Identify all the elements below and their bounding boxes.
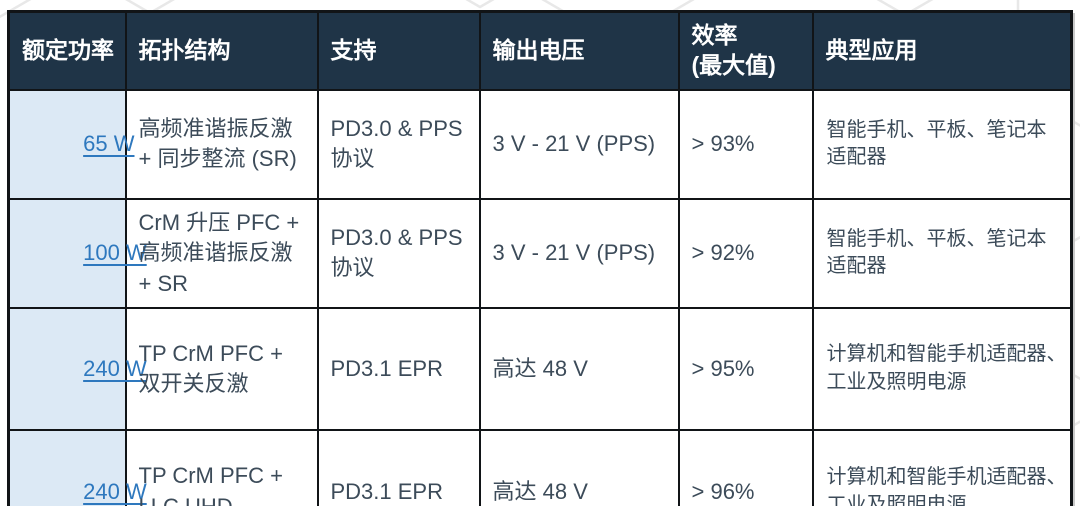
- cell-support: PD3.1 EPR: [316, 428, 481, 506]
- header-efficiency: 效率 (最大值): [677, 10, 814, 91]
- cell-topology: 高频准谐振反激 + 同步整流 (SR): [124, 88, 319, 200]
- header-support: 支持: [316, 10, 481, 91]
- rated-power-link[interactable]: 240 W: [83, 355, 147, 381]
- cell-topology: TP CrM PFC + 双开关反激: [124, 306, 319, 431]
- rated-power-link[interactable]: 240 W: [83, 478, 147, 504]
- power-solutions-table: 额定功率 拓扑结构 支持 输出电压 效率 (最大值) 典型应用 65 W 高频准…: [7, 10, 1073, 506]
- cell-applications: 智能手机、平板、笔记本 适配器: [811, 88, 1073, 200]
- rated-power-link[interactable]: 100 W: [83, 240, 147, 266]
- header-applications: 典型应用: [811, 10, 1073, 91]
- rated-power-link[interactable]: 65 W: [83, 131, 135, 157]
- cell-output-voltage: 高达 48 V: [478, 306, 680, 431]
- cell-efficiency: > 96%: [677, 428, 814, 506]
- cell-efficiency: > 92%: [677, 197, 814, 309]
- cell-rated-power: 100 W: [7, 197, 147, 309]
- cell-support: PD3.1 EPR: [316, 306, 481, 431]
- header-output-voltage: 输出电压: [478, 10, 680, 91]
- cell-support: PD3.0 & PPS 协议: [316, 88, 481, 200]
- table-row: 240 W TP CrM PFC + 双开关反激 PD3.1 EPR 高达 48…: [7, 306, 1073, 431]
- cell-applications: 计算机和智能手机适配器、 工业及照明电源: [811, 428, 1073, 506]
- cell-rated-power: 65 W: [7, 88, 134, 200]
- cell-applications: 智能手机、平板、笔记本 适配器: [811, 197, 1073, 309]
- cell-support: PD3.0 & PPS 协议: [316, 197, 481, 309]
- header-rated-power: 额定功率: [7, 10, 127, 91]
- cell-topology: TP CrM PFC + LLC UHD: [124, 428, 319, 506]
- header-row: 额定功率 拓扑结构 支持 输出电压 效率 (最大值) 典型应用: [7, 10, 1073, 91]
- table-row: 100 W CrM 升压 PFC + 高频准谐振反激 + SR PD3.0 & …: [7, 197, 1073, 309]
- cell-output-voltage: 3 V - 21 V (PPS): [478, 88, 680, 200]
- cell-output-voltage: 3 V - 21 V (PPS): [478, 197, 680, 309]
- cell-rated-power: 240 W: [7, 306, 147, 431]
- table-row: 240 W TP CrM PFC + LLC UHD PD3.1 EPR 高达 …: [7, 428, 1073, 506]
- cell-output-voltage: 高达 48 V: [478, 428, 680, 506]
- cell-rated-power: 240 W: [7, 428, 147, 506]
- table-row: 65 W 高频准谐振反激 + 同步整流 (SR) PD3.0 & PPS 协议 …: [7, 88, 1073, 200]
- cell-efficiency: > 93%: [677, 88, 814, 200]
- cell-applications: 计算机和智能手机适配器、 工业及照明电源: [811, 306, 1073, 431]
- cell-topology: CrM 升压 PFC + 高频准谐振反激 + SR: [124, 197, 319, 309]
- header-topology: 拓扑结构: [124, 10, 319, 91]
- cell-efficiency: > 95%: [677, 306, 814, 431]
